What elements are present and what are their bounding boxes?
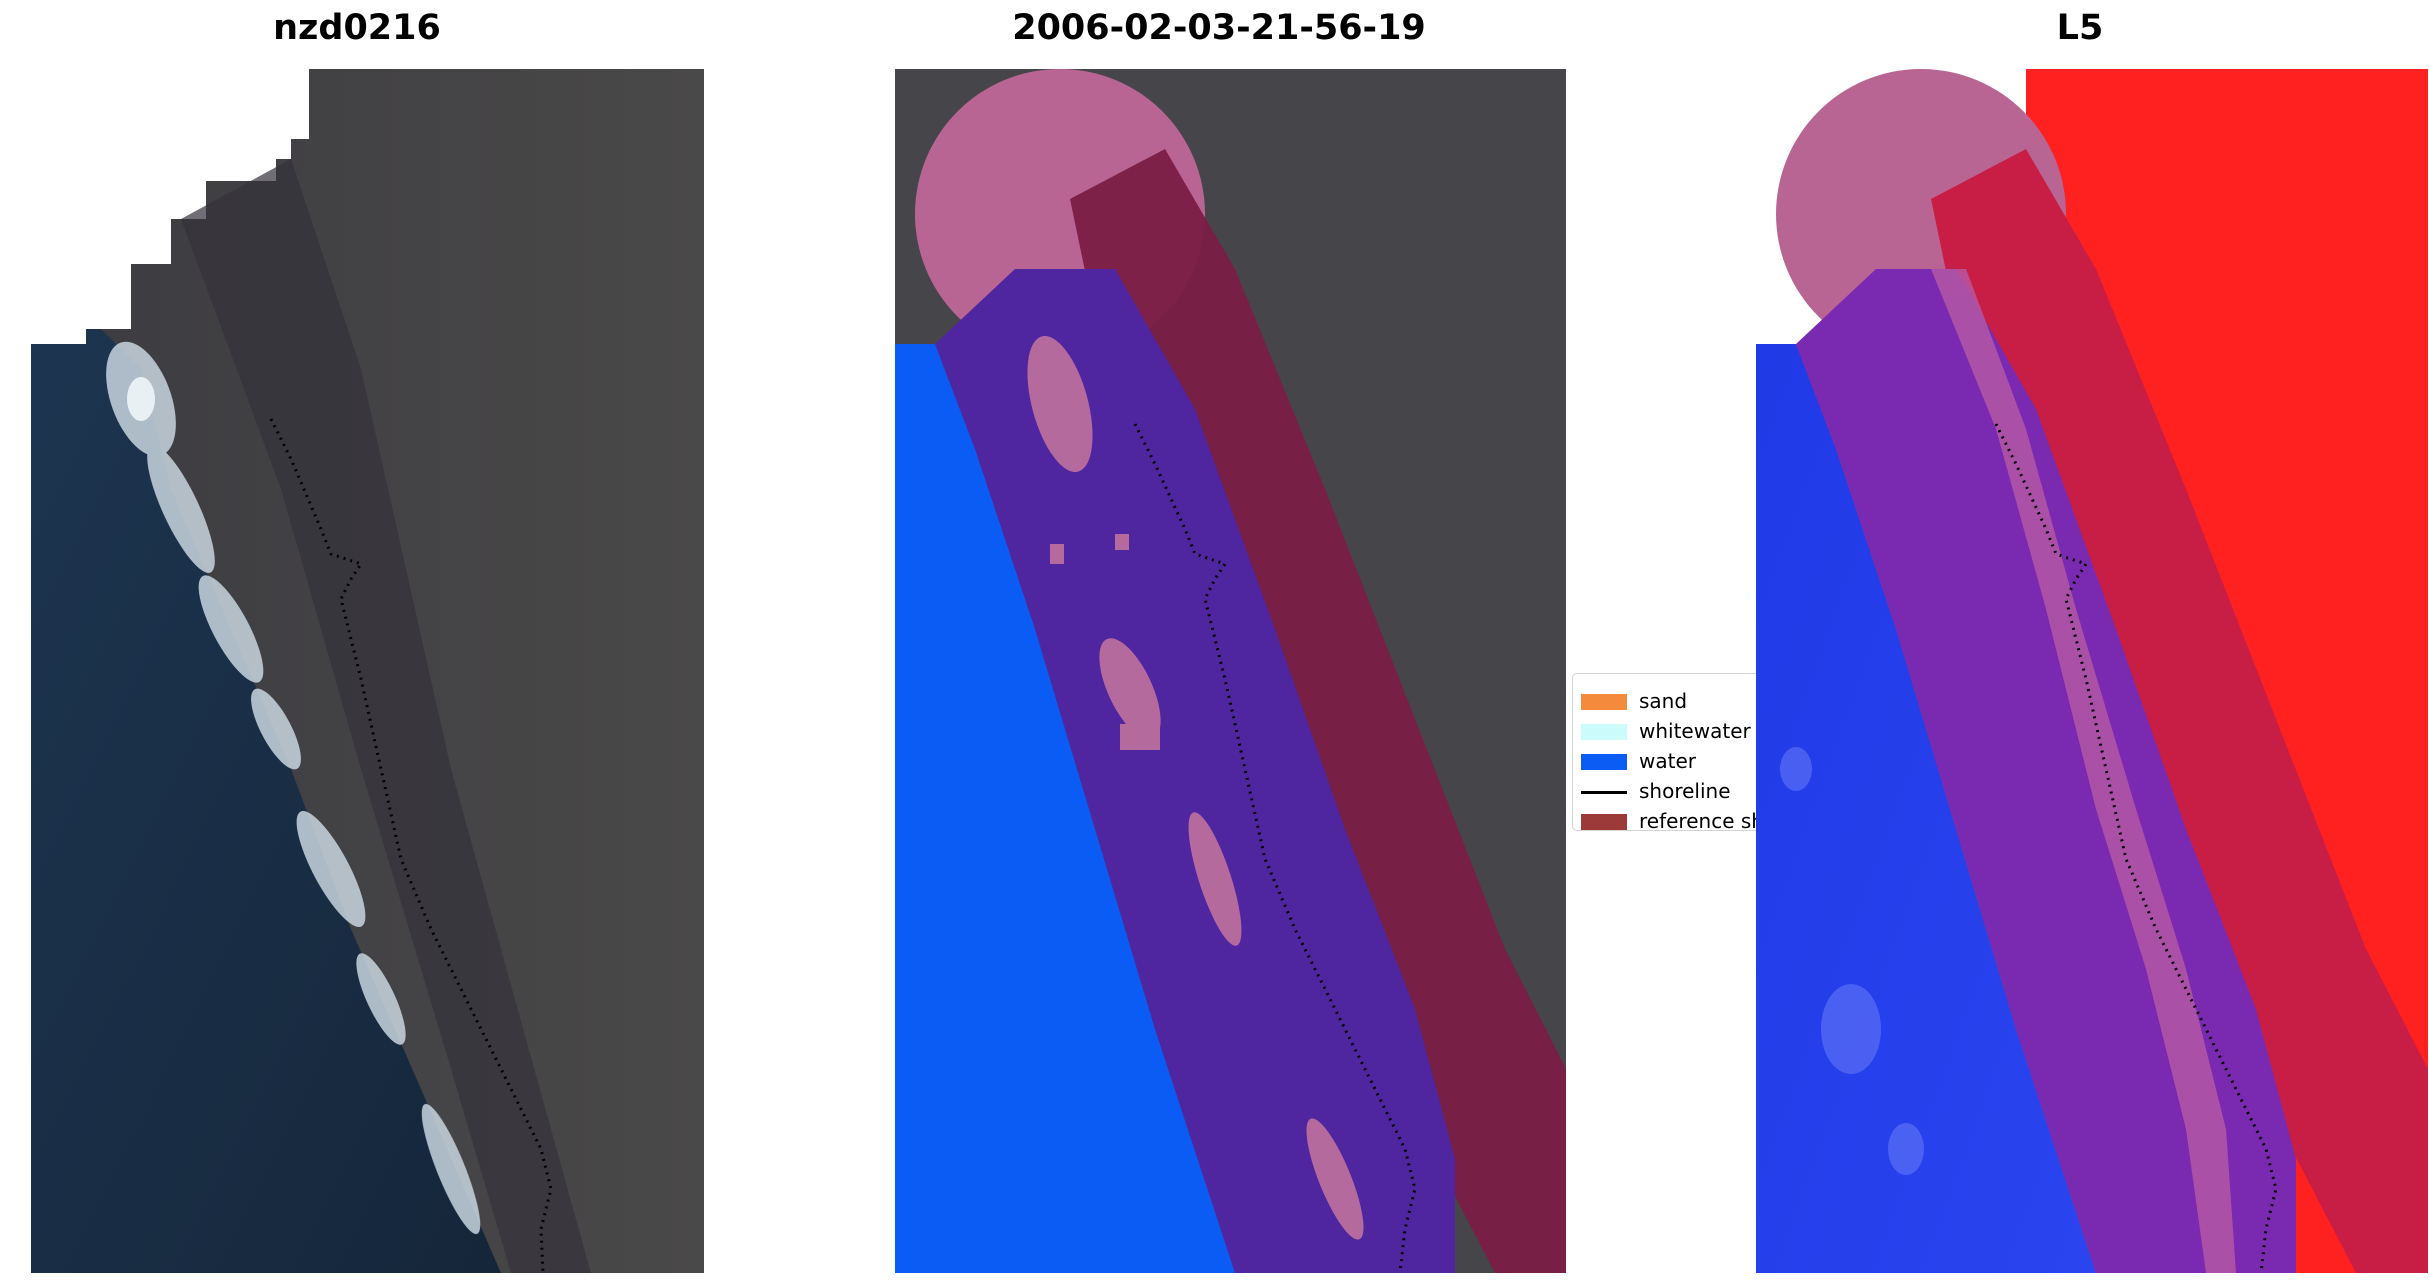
legend-label-reference-buffer: reference shoreline buffer — [1639, 809, 1765, 831]
legend-label-shoreline: shoreline — [1639, 779, 1731, 803]
water-texture — [1780, 747, 1924, 1175]
panel-title-index: L5 — [2056, 8, 2104, 48]
water-class — [895, 344, 1235, 1273]
legend: sand whitewater water shoreline referenc… — [1572, 673, 1766, 831]
legend-swatch-sand — [1581, 694, 1627, 710]
rgb-image — [31, 69, 704, 1273]
legend-swatch-whitewater — [1581, 724, 1627, 740]
whitewater-band — [1931, 269, 2236, 1273]
classification-image — [895, 69, 1566, 1273]
dune-band — [181, 159, 591, 1273]
legend-swatch-reference-buffer — [1581, 814, 1627, 830]
whitewater-patches — [1027, 335, 1364, 1240]
legend-label-sand: sand — [1639, 689, 1688, 713]
foam-highlight — [127, 377, 155, 421]
index-panel — [1756, 69, 2428, 1273]
legend-label-water: water — [1639, 749, 1696, 773]
reference-shoreline-buffer — [1931, 149, 2428, 1273]
rgb-image-panel — [31, 69, 704, 1273]
legend-swatch-water — [1581, 754, 1627, 770]
legend-label-whitewater: whitewater — [1639, 719, 1751, 743]
panel-title-rgb: nzd0216 — [273, 8, 441, 48]
purple-overlay — [935, 269, 1455, 1273]
classification-panel — [895, 69, 1566, 1273]
ocean-area — [31, 329, 501, 1273]
legend-line-shoreline — [1581, 791, 1627, 794]
panel-title-classification: 2006-02-03-21-56-19 — [1012, 8, 1426, 48]
index-image — [1756, 69, 2428, 1273]
